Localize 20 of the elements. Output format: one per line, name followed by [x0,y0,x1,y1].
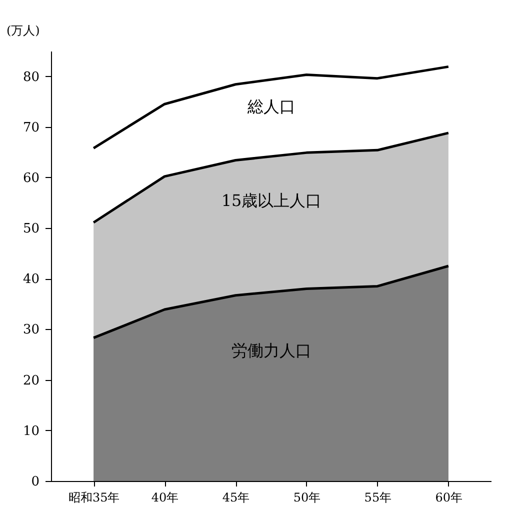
series-label: 総人口 [246,97,296,116]
y-tick-label: 0 [31,474,40,490]
x-tick-label: 55年 [364,490,392,504]
x-tick-label: 45年 [222,490,250,504]
y-tick-label: 20 [22,373,40,388]
y-tick-label: 10 [22,424,40,439]
x-tick-label: 昭和35年 [68,490,120,504]
y-tick-label: 70 [22,120,40,136]
y-tick-label: 80 [22,70,40,85]
series-label: 労働力人口 [232,341,312,360]
x-tick-label: 40年 [151,490,179,504]
y-tick-label: 50 [22,222,40,237]
y-tick-label: 60 [22,170,40,186]
y-axis-title: (万人) [6,24,40,38]
y-tick-label: 40 [22,272,40,288]
y-tick-label: 30 [22,322,40,338]
line-series [92,65,450,150]
series-label: 15歳以上人口 [221,190,322,210]
x-tick-label: 50年 [293,490,321,504]
x-tick-label: 60年 [435,490,463,504]
